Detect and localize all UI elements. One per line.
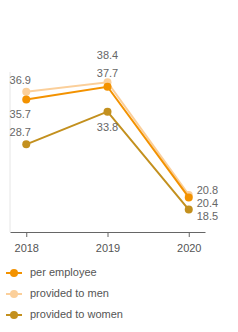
legend-marker: [10, 290, 18, 298]
data-labels: 35.7 37.7 20.4 36.9 38.4 20.8 28.7 33.8 18.5: [10, 49, 219, 221]
legend-marker: [10, 311, 18, 319]
x-tick-label: 2018: [15, 242, 39, 254]
plot-area: [22, 78, 193, 213]
x-tick-mark: [26, 232, 27, 237]
series-marker: [22, 140, 30, 148]
series-marker: [22, 96, 30, 104]
data-label: 33.8: [97, 121, 118, 133]
x-tick-mark: [189, 232, 190, 237]
series-marker: [22, 88, 30, 96]
series-line: [26, 87, 189, 198]
data-label: 20.8: [197, 184, 218, 196]
y-range-line: [10, 72, 11, 232]
x-tick-mark: [108, 232, 109, 237]
series-marker: [185, 206, 193, 214]
legend-label: provided to men: [30, 287, 109, 299]
series-marker: [104, 108, 112, 116]
legend: per employee provided to men provided to w…: [6, 266, 123, 320]
series-marker: [104, 83, 112, 91]
series-line: [26, 82, 189, 195]
data-label: 28.7: [10, 126, 31, 138]
x-axis: 2018 2019 2020: [11, 232, 206, 254]
legend-marker: [10, 269, 18, 277]
legend-item: per employee: [6, 266, 97, 278]
x-tick: 2019: [96, 232, 120, 254]
x-tick-label: 2020: [177, 242, 201, 254]
x-tick: 2020: [177, 232, 201, 254]
data-label: 20.4: [197, 197, 218, 209]
x-tick: 2018: [15, 232, 39, 254]
series-marker: [185, 193, 193, 201]
data-label: 38.4: [97, 49, 118, 61]
chart: 2018 2019 2020 35.7 37.7 20.4 36.9 38.4 20.8 28.7…: [0, 0, 238, 332]
data-label: 36.9: [10, 74, 31, 86]
data-label: 37.7: [97, 67, 118, 79]
data-label: 35.7: [10, 108, 31, 120]
legend-label: per employee: [30, 266, 97, 278]
legend-item: provided to women: [6, 308, 123, 320]
legend-item: provided to men: [6, 287, 109, 299]
data-label: 18.5: [197, 210, 218, 222]
legend-label: provided to women: [30, 308, 123, 320]
x-tick-label: 2019: [96, 242, 120, 254]
